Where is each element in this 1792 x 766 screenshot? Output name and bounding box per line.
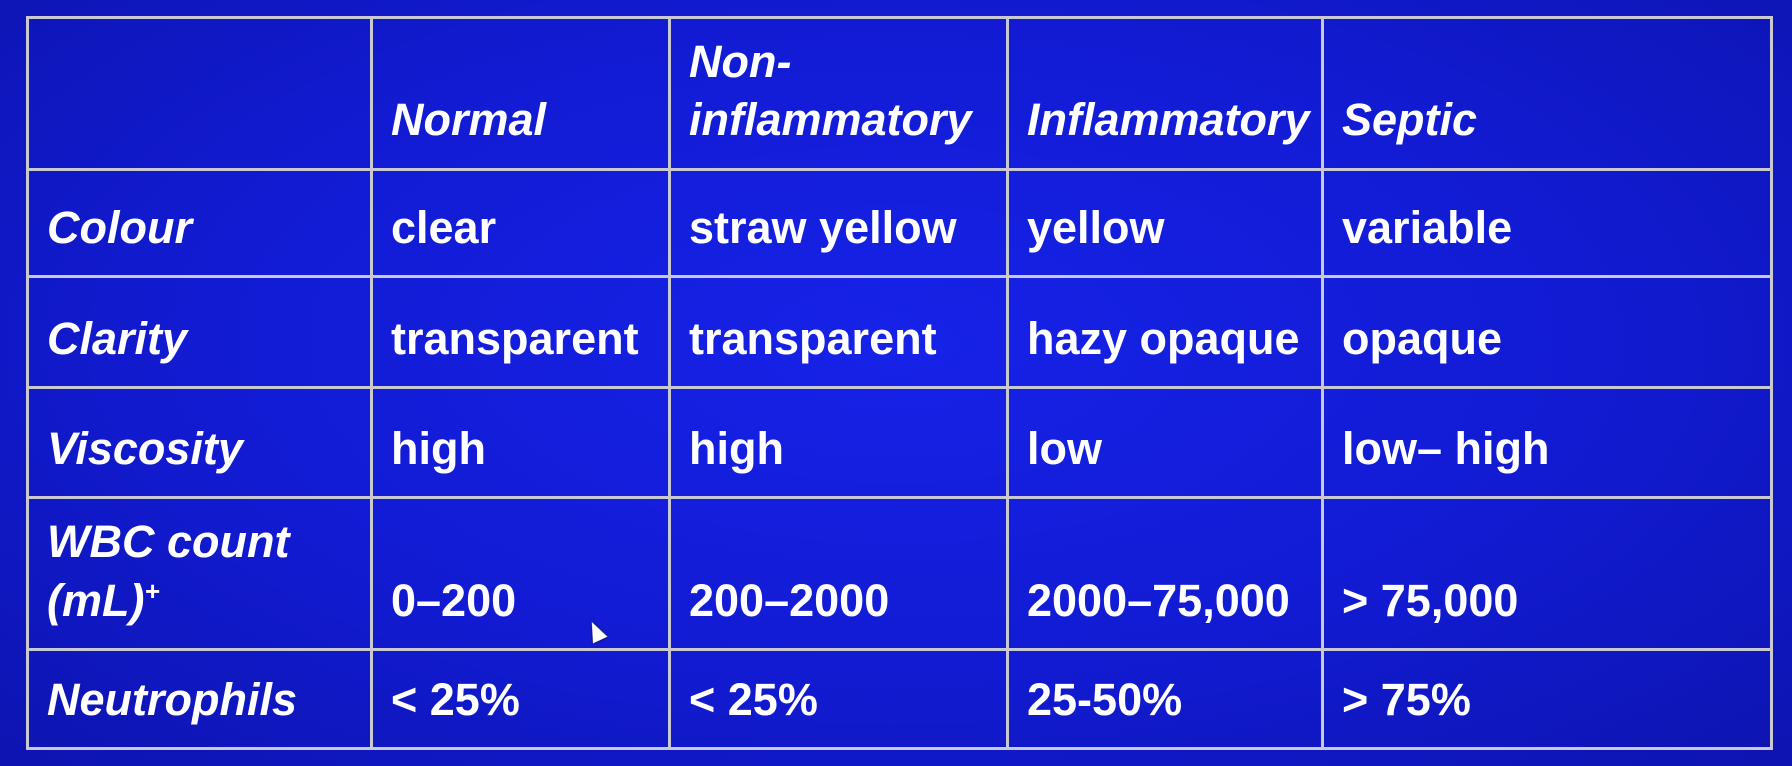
cell-non-inflammatory: straw yellow: [668, 167, 1009, 279]
cell-normal: < 25%: [370, 648, 671, 750]
row-label-wbc-count: WBC count (mL)+: [26, 496, 373, 652]
cell-septic: low– high: [1321, 386, 1773, 500]
table-row: Viscosity high high low low– high: [26, 386, 1773, 500]
table-row: Colour clear straw yellow yellow variabl…: [26, 167, 1773, 279]
cell-non-inflammatory: < 25%: [668, 648, 1009, 750]
cell-inflammatory: 25-50%: [1006, 648, 1324, 750]
row-label-viscosity: Viscosity: [26, 386, 373, 500]
header-row: Normal Non-inflammatory Inflammatory Sep…: [26, 16, 1773, 171]
cell-septic: > 75,000: [1321, 496, 1773, 652]
comparison-table-container: Normal Non-inflammatory Inflammatory Sep…: [26, 16, 1773, 750]
synovial-fluid-table: Normal Non-inflammatory Inflammatory Sep…: [26, 16, 1773, 750]
table-row: Neutrophils < 25% < 25% 25-50% > 75%: [26, 648, 1773, 750]
header-inflammatory: Inflammatory: [1006, 16, 1324, 171]
cell-non-inflammatory: transparent: [668, 275, 1009, 390]
header-corner-cell: [26, 16, 373, 171]
row-label-superscript: +: [144, 575, 160, 606]
cell-normal: high: [370, 386, 671, 500]
cell-inflammatory: low: [1006, 386, 1324, 500]
cell-normal: transparent: [370, 275, 671, 390]
cell-inflammatory: yellow: [1006, 167, 1324, 279]
header-septic: Septic: [1321, 16, 1773, 171]
row-label-text: WBC count (mL): [47, 516, 290, 626]
cell-septic: variable: [1321, 167, 1773, 279]
cell-inflammatory: 2000–75,000: [1006, 496, 1324, 652]
row-label-neutrophils: Neutrophils: [26, 648, 373, 750]
header-non-inflammatory: Non-inflammatory: [668, 16, 1009, 171]
table-row: Clarity transparent transparent hazy opa…: [26, 275, 1773, 390]
row-label-colour: Colour: [26, 167, 373, 279]
header-normal: Normal: [370, 16, 671, 171]
cell-inflammatory: hazy opaque: [1006, 275, 1324, 390]
cell-septic: opaque: [1321, 275, 1773, 390]
table-row: WBC count (mL)+ 0–200 200–2000 2000–75,0…: [26, 496, 1773, 652]
row-label-clarity: Clarity: [26, 275, 373, 390]
cell-normal: 0–200: [370, 496, 671, 652]
cell-septic: > 75%: [1321, 648, 1773, 750]
cell-normal: clear: [370, 167, 671, 279]
cell-non-inflammatory: high: [668, 386, 1009, 500]
cell-non-inflammatory: 200–2000: [668, 496, 1009, 652]
